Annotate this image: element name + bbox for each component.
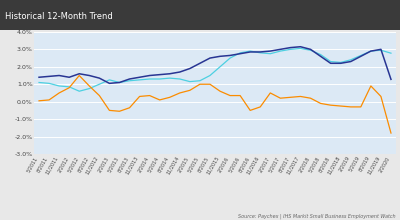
Text: Historical 12-Month Trend: Historical 12-Month Trend [5, 12, 112, 21]
Text: Source: Paychex | IHS Markit Small Business Employment Watch: Source: Paychex | IHS Markit Small Busin… [238, 214, 396, 219]
